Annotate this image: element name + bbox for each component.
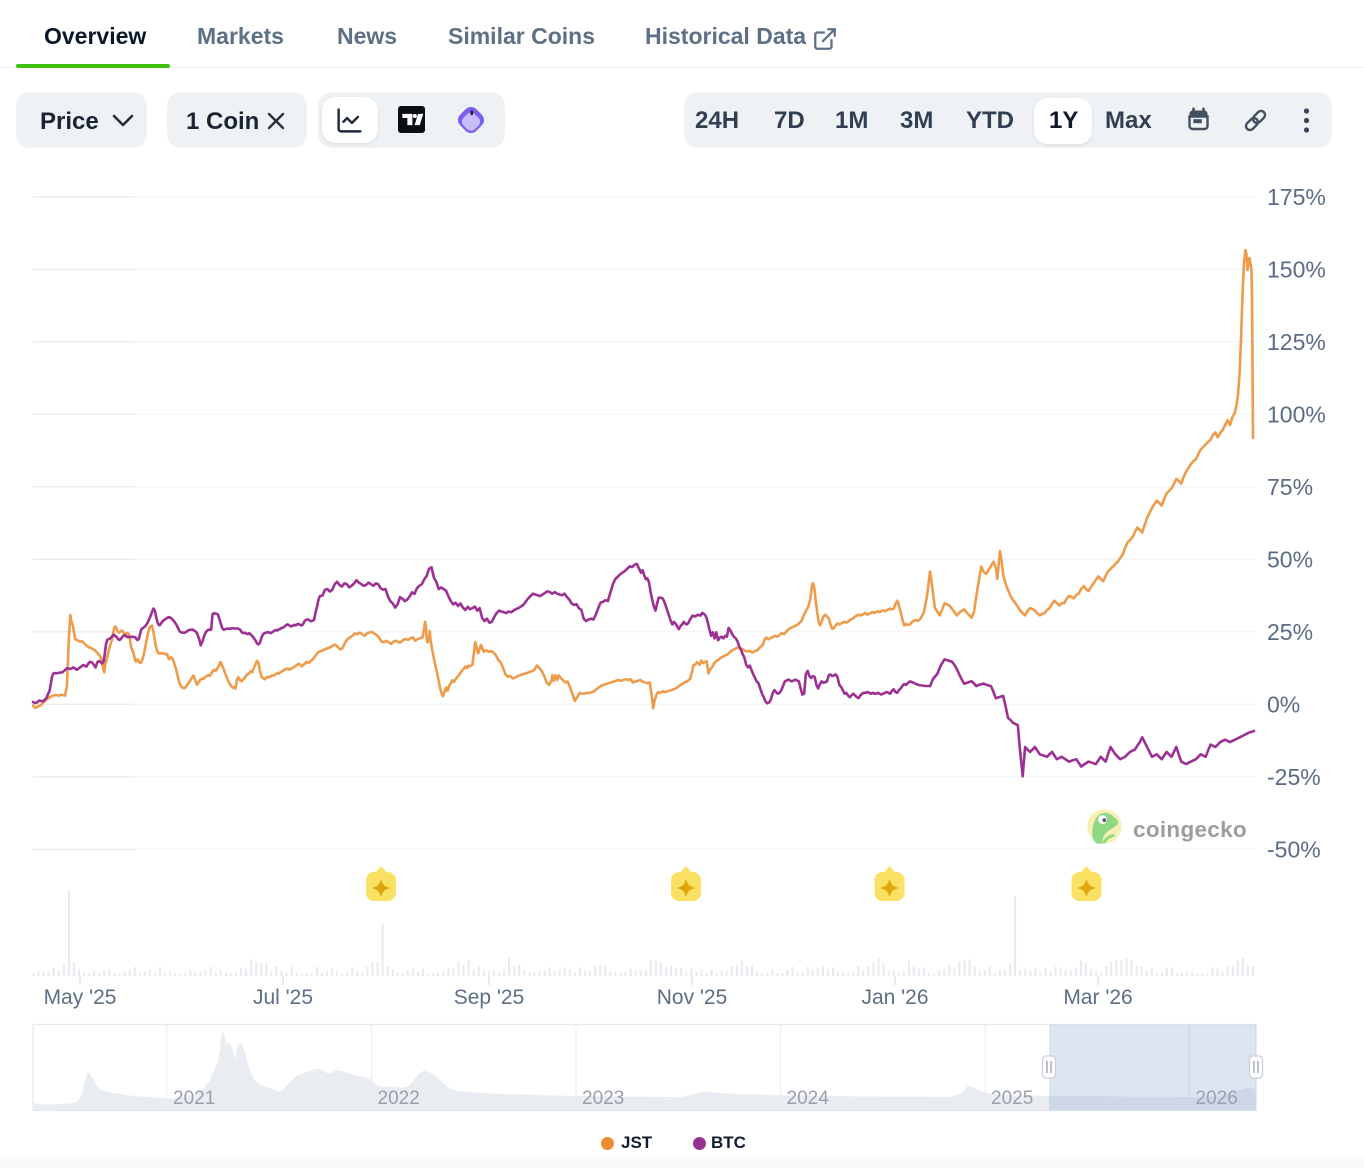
svg-text:Mar '26: Mar '26 — [1063, 986, 1132, 1009]
svg-text:50%: 50% — [1267, 546, 1313, 572]
svg-text:2026: 2026 — [1196, 1088, 1238, 1109]
svg-text:125%: 125% — [1267, 329, 1326, 355]
svg-text:100%: 100% — [1267, 401, 1326, 427]
svg-text:175%: 175% — [1267, 184, 1326, 210]
svg-text:Jan '26: Jan '26 — [861, 986, 928, 1009]
svg-text:2021: 2021 — [173, 1088, 215, 1109]
svg-text:2024: 2024 — [787, 1088, 830, 1109]
svg-text:25%: 25% — [1267, 619, 1313, 645]
svg-text:Sep '25: Sep '25 — [454, 986, 525, 1009]
svg-text:May '25: May '25 — [44, 986, 117, 1009]
svg-text:Nov '25: Nov '25 — [657, 986, 728, 1009]
svg-text:-25%: -25% — [1267, 764, 1321, 790]
svg-text:coingecko: coingecko — [1133, 817, 1247, 842]
svg-text:75%: 75% — [1267, 474, 1313, 500]
svg-text:2023: 2023 — [582, 1088, 624, 1109]
svg-text:Jul '25: Jul '25 — [253, 986, 313, 1009]
svg-text:2025: 2025 — [991, 1088, 1033, 1109]
svg-text:150%: 150% — [1267, 256, 1326, 282]
svg-text:0%: 0% — [1267, 691, 1300, 717]
svg-text:-50%: -50% — [1267, 836, 1321, 862]
svg-text:2022: 2022 — [378, 1088, 420, 1109]
